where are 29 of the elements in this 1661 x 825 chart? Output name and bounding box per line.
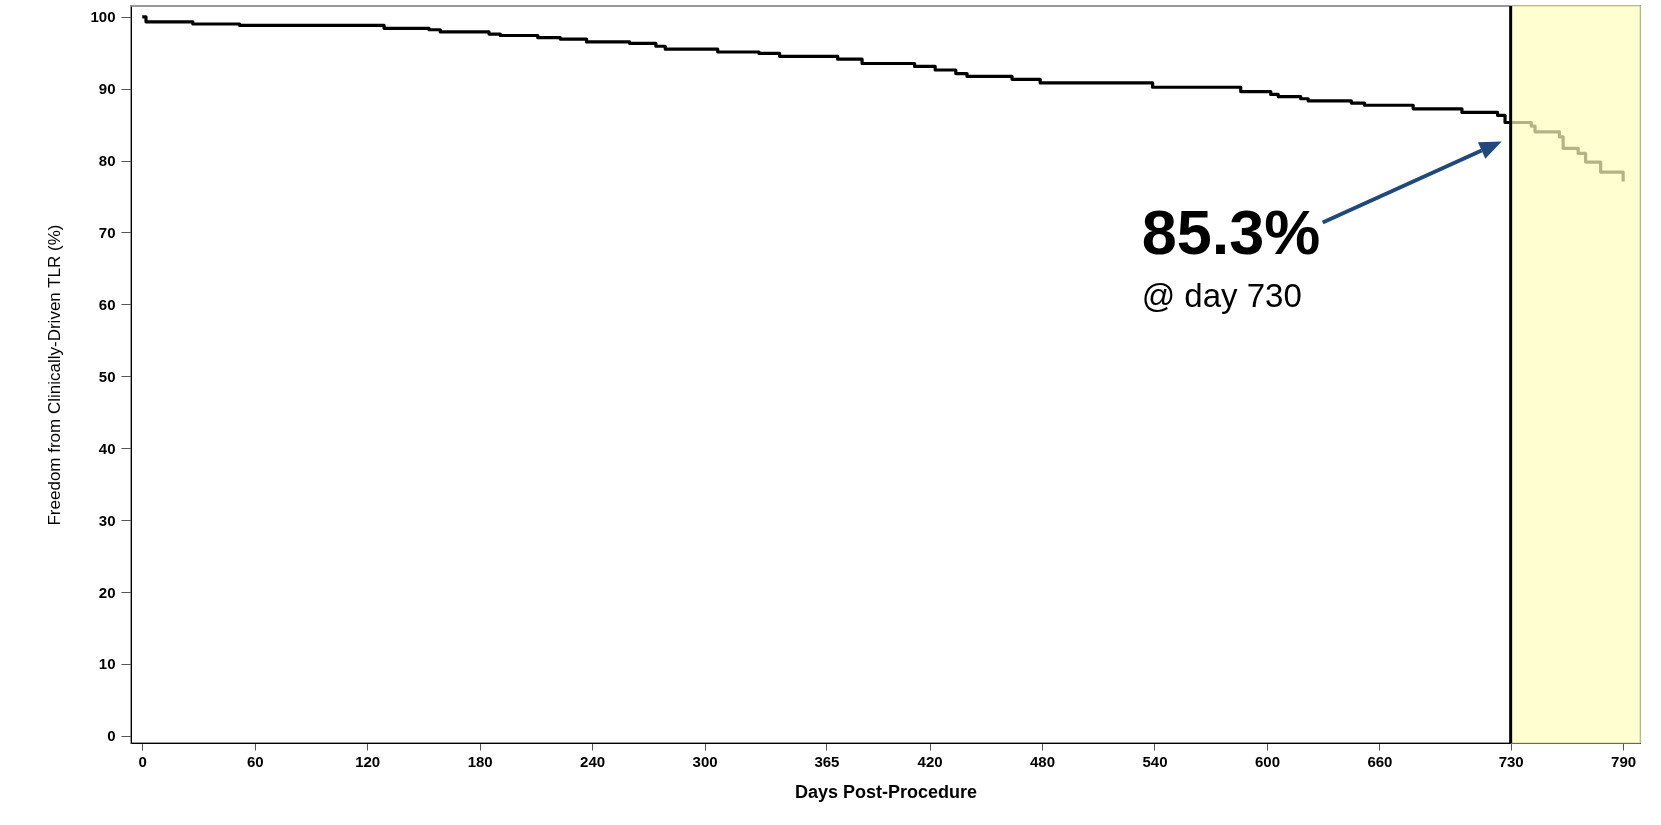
x-tick-label: 180: [467, 752, 493, 770]
x-tick-label: 240: [580, 752, 606, 770]
y-tick-label: 60: [98, 295, 116, 313]
x-tick-label: 600: [1254, 752, 1280, 770]
x-tick-label: 120: [355, 752, 381, 770]
x-tick-label: 365: [814, 752, 840, 770]
x-tick-label: 480: [1030, 752, 1056, 770]
y-tick-label: 30: [98, 511, 116, 529]
x-tick-label: 0: [138, 752, 147, 770]
y-tick-label: 20: [98, 583, 116, 601]
y-tick-label: 10: [98, 655, 116, 673]
annotation: 85.3%: [1141, 197, 1321, 268]
x-tick-label: 540: [1142, 752, 1168, 770]
y-tick-label: 0: [107, 727, 116, 745]
x-tick-label: 420: [917, 752, 943, 770]
x-tick-label: 730: [1498, 752, 1524, 770]
y-tick-label: 100: [90, 8, 116, 26]
annotation: @ day 730: [1141, 277, 1302, 315]
y-tick-label: 70: [98, 223, 116, 241]
x-axis-title: Days Post-Procedure: [794, 781, 978, 802]
x-tick-label: 790: [1611, 752, 1637, 770]
y-tick-label: 50: [98, 367, 116, 385]
y-axis-title: Freedom from Clinically-Driven TLR (%): [45, 224, 65, 526]
x-tick-label: 60: [246, 752, 264, 770]
y-tick-label: 40: [98, 439, 116, 457]
y-tick-label: 80: [98, 152, 116, 170]
y-tick-label: 90: [98, 80, 116, 98]
x-tick-label: 660: [1367, 752, 1393, 770]
x-tick-label: 300: [692, 752, 718, 770]
